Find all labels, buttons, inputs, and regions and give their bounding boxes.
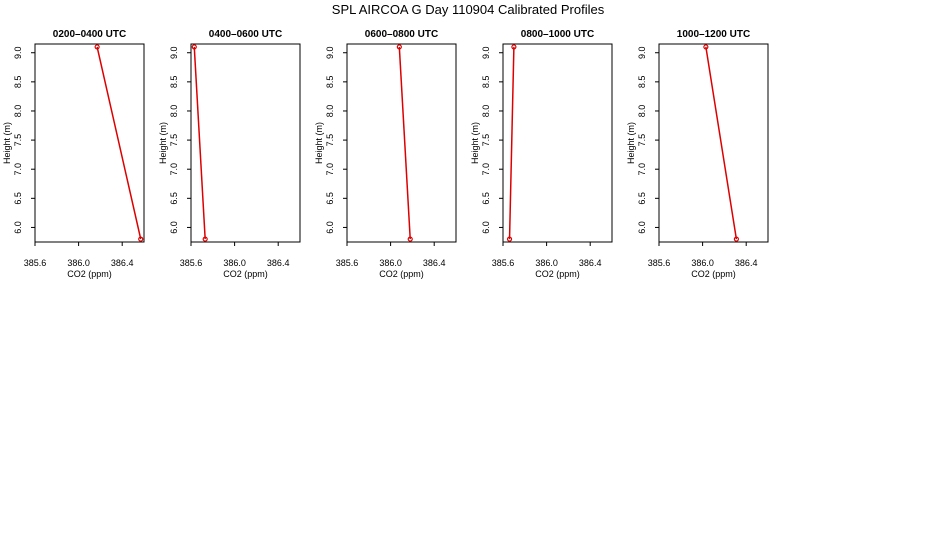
y-tick-label: 7.5	[13, 134, 23, 147]
panel-title: 0400–0600 UTC	[209, 29, 282, 40]
data-point	[511, 44, 517, 50]
y-tick-label: 7.0	[13, 163, 23, 176]
y-tick-label: 7.5	[481, 134, 491, 147]
y-tick-label: 8.0	[13, 105, 23, 118]
y-tick-label: 8.0	[169, 105, 179, 118]
y-tick-label: 8.0	[325, 105, 335, 118]
y-axis-title: Height (m)	[314, 122, 324, 164]
y-tick-label: 9.0	[481, 46, 491, 59]
data-point	[703, 44, 709, 50]
x-tick-label: 386.0	[535, 258, 558, 268]
y-tick-label: 7.0	[325, 163, 335, 176]
x-tick-label: 385.6	[492, 258, 515, 268]
data-point	[733, 236, 739, 242]
y-tick-label: 6.0	[169, 221, 179, 234]
x-tick-label: 386.0	[379, 258, 402, 268]
x-tick-label: 386.4	[267, 258, 290, 268]
profile-line	[508, 46, 515, 240]
y-tick-label: 8.5	[13, 76, 23, 89]
y-axis-title: Height (m)	[2, 122, 12, 164]
panel-title: 0200–0400 UTC	[53, 29, 126, 40]
x-tick-label: 386.0	[223, 258, 246, 268]
x-tick-label: 385.6	[648, 258, 671, 268]
profile-line	[705, 46, 738, 240]
x-tick-label: 386.4	[111, 258, 134, 268]
y-axis-title: Height (m)	[626, 122, 636, 164]
y-tick-label: 6.0	[13, 221, 23, 234]
y-tick-label: 7.0	[169, 163, 179, 176]
y-tick-label: 8.0	[481, 105, 491, 118]
profile-line	[96, 46, 142, 240]
data-point	[396, 44, 402, 50]
profile-panel-4: 0800–1000 UTC 385.6 386.0 386.4 6.0 6.5 7.0 7.5…	[470, 29, 613, 279]
x-axis-title: CO2 (ppm)	[535, 269, 580, 279]
y-tick-label: 9.0	[325, 46, 335, 59]
x-axis-title: CO2 (ppm)	[691, 269, 736, 279]
y-axis-title: Height (m)	[158, 122, 168, 164]
data-point	[407, 236, 413, 242]
main-title: SPL AIRCOA G Day 110904 Calibrated Profi…	[332, 2, 605, 17]
x-axis-title: CO2 (ppm)	[379, 269, 424, 279]
x-tick-label: 385.6	[24, 258, 47, 268]
data-point	[191, 44, 197, 50]
plot-frame	[502, 43, 613, 243]
y-tick-label: 7.5	[325, 134, 335, 147]
plot-frame	[346, 43, 457, 243]
y-tick-label: 8.0	[637, 105, 647, 118]
x-axis-title: CO2 (ppm)	[223, 269, 268, 279]
panels: 0200–0400 UTC 385.6 386.0 386.4 6.0 6.5 7.0 7.5…	[2, 29, 769, 279]
profile-panel-5: 1000–1200 UTC 385.6 386.0 386.4 6.0 6.5 7.0 7.5…	[626, 29, 769, 279]
y-tick-label: 6.5	[169, 192, 179, 205]
panel-title: 1000–1200 UTC	[677, 29, 750, 40]
x-tick-label: 386.4	[735, 258, 758, 268]
y-tick-label: 6.0	[325, 221, 335, 234]
x-tick-label: 386.0	[691, 258, 714, 268]
y-tick-label: 6.0	[481, 221, 491, 234]
panel-title: 0800–1000 UTC	[521, 29, 594, 40]
y-tick-label: 6.5	[481, 192, 491, 205]
x-axis-title: CO2 (ppm)	[67, 269, 112, 279]
y-tick-label: 7.0	[637, 163, 647, 176]
y-tick-label: 7.5	[169, 134, 179, 147]
plot-frame	[190, 43, 301, 243]
profile-line	[398, 46, 411, 240]
profile-panel-1: 0200–0400 UTC 385.6 386.0 386.4 6.0 6.5 7.0 7.5…	[2, 29, 145, 279]
x-tick-label: 386.4	[579, 258, 602, 268]
y-tick-label: 6.5	[13, 192, 23, 205]
y-tick-label: 8.5	[169, 76, 179, 89]
y-tick-label: 6.5	[637, 192, 647, 205]
x-tick-label: 386.0	[67, 258, 90, 268]
y-tick-label: 6.5	[325, 192, 335, 205]
profile-panel-3: 0600–0800 UTC 385.6 386.0 386.4 6.0 6.5 7.0 7.5…	[314, 29, 457, 279]
plot-frame	[34, 43, 145, 243]
data-point	[94, 44, 100, 50]
x-tick-label: 385.6	[180, 258, 203, 268]
x-tick-label: 385.6	[336, 258, 359, 268]
y-axis-title: Height (m)	[470, 122, 480, 164]
plot-frame	[658, 43, 769, 243]
x-tick-label: 386.4	[423, 258, 446, 268]
y-tick-label: 9.0	[169, 46, 179, 59]
y-tick-label: 6.0	[637, 221, 647, 234]
profile-line	[193, 46, 206, 240]
y-tick-label: 8.5	[481, 76, 491, 89]
y-tick-label: 9.0	[13, 46, 23, 59]
data-point	[202, 236, 208, 242]
data-point	[138, 236, 144, 242]
profile-panel-2: 0400–0600 UTC 385.6 386.0 386.4 6.0 6.5 7.0 7.5…	[158, 29, 301, 279]
y-tick-label: 7.0	[481, 163, 491, 176]
data-point	[506, 236, 513, 242]
y-tick-label: 9.0	[637, 46, 647, 59]
y-tick-label: 7.5	[637, 134, 647, 147]
y-tick-label: 8.5	[325, 76, 335, 89]
y-tick-label: 8.5	[637, 76, 647, 89]
panel-title: 0600–0800 UTC	[365, 29, 438, 40]
